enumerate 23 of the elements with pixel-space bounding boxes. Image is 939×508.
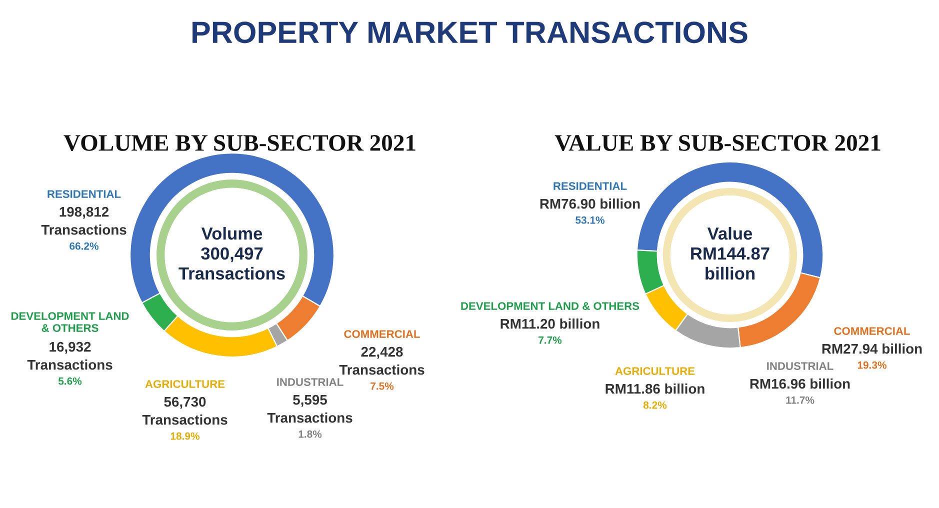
data-label: 198,812 Transactions 66.2% <box>41 206 126 250</box>
slice-label: COMMERCIAL <box>344 330 420 338</box>
slice-label: AGRICULTURE <box>145 380 225 388</box>
data-label: 56,730 Transactions 18.9% <box>142 396 228 440</box>
slice-label: INDUSTRIAL <box>767 362 834 370</box>
slice-label: DEVELOPMENT LAND & OTHERS <box>461 302 640 310</box>
data-label: RM16.96 billion 11.7% <box>750 378 850 404</box>
text: Value RM144.87 billion <box>691 226 770 280</box>
chart-subtitle: VALUE BY SUB-SECTOR 2021 <box>554 134 880 152</box>
data-label: RM76.90 billion 53.1% <box>540 198 640 224</box>
slice-label: AGRICULTURE <box>615 367 695 375</box>
slice-label: DEVELOPMENT LAND & OTHERS <box>11 312 129 332</box>
chart-title: PROPERTY MARKET TRANSACTIONS <box>192 22 748 44</box>
data-label: RM11.86 billion 8.2% <box>606 384 704 409</box>
text: Volume 300,497 Transactions <box>178 226 285 280</box>
slice-label: INDUSTRIAL <box>277 378 344 386</box>
slice-label: RESIDENTIAL <box>554 182 627 190</box>
slice-label: COMMERCIAL <box>834 327 910 335</box>
data-label: 16,932 Transactions 5.6% <box>27 342 112 385</box>
chart-subtitle: VOLUME BY SUB-SECTOR 2021 <box>64 134 416 152</box>
data-label: 5,595 Transactions 1.8% <box>267 394 352 438</box>
slice-label: RESIDENTIAL <box>48 190 121 198</box>
data-label: RM11.20 billion 7.7% <box>500 318 600 344</box>
